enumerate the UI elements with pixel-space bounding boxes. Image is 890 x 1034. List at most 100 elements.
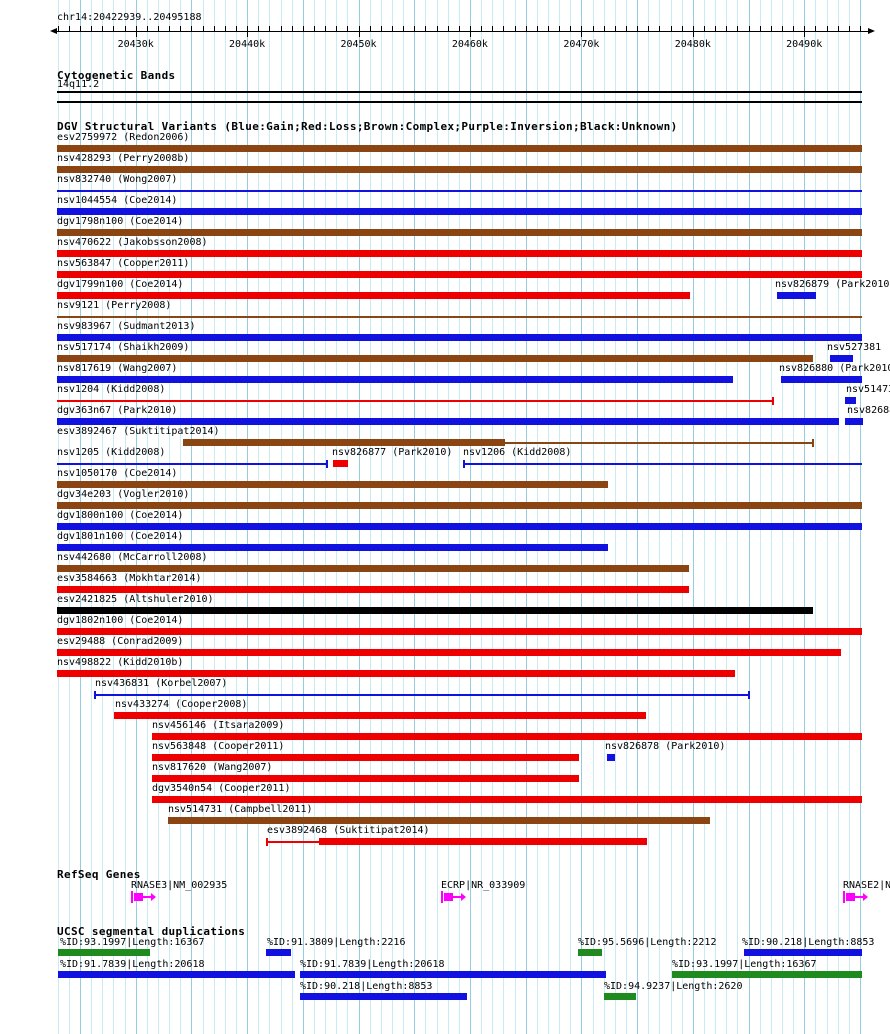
variant-bar[interactable] <box>152 733 862 740</box>
variant-bar[interactable] <box>57 607 813 614</box>
variant-span-line[interactable] <box>57 190 862 192</box>
variant-bar[interactable] <box>57 502 862 509</box>
gene-glyph-start-bar[interactable] <box>843 891 845 903</box>
variant-span-line[interactable] <box>267 841 319 843</box>
variant-bar[interactable] <box>57 208 862 215</box>
variant-label[interactable]: nsv826880 (Park2010 <box>779 363 890 374</box>
variant-span-line[interactable] <box>57 400 773 402</box>
variant-label[interactable]: nsv436831 (Korbel2007) <box>95 678 228 689</box>
gene-glyph-start-bar[interactable] <box>131 891 133 903</box>
segdup-label[interactable]: %ID:91.7839|Length:20618 <box>300 959 445 970</box>
variant-span-line[interactable] <box>464 463 862 465</box>
gene-glyph-exon-box[interactable] <box>134 893 143 901</box>
segdup-label[interactable]: %ID:90.218|Length:8853 <box>742 937 875 948</box>
segdup-label[interactable]: %ID:91.3809|Length:2216 <box>267 937 406 948</box>
variant-bar[interactable] <box>57 670 735 677</box>
segdup-bar[interactable] <box>300 971 606 978</box>
variant-bar[interactable] <box>57 649 841 656</box>
variant-label[interactable]: nsv563847 (Cooper2011) <box>57 258 190 269</box>
variant-bar[interactable] <box>114 712 646 719</box>
variant-label[interactable]: esv2759972 (Redon2006) <box>57 132 190 143</box>
variant-bar[interactable] <box>168 817 710 824</box>
segdup-label[interactable]: %ID:91.7839|Length:20618 <box>60 959 205 970</box>
variant-label[interactable]: nsv517174 (Shaikh2009) <box>57 342 190 353</box>
variant-label[interactable]: nsv1204 (Kidd2008) <box>57 384 166 395</box>
variant-span-line[interactable] <box>57 316 862 318</box>
variant-label[interactable]: nsv826877 (Park2010) <box>332 447 453 458</box>
variant-bar[interactable] <box>183 439 505 446</box>
segdup-label[interactable]: %ID:93.1997|Length:16367 <box>60 937 205 948</box>
variant-label[interactable]: nsv527381 <box>827 342 882 353</box>
variant-label[interactable]: dgv1800n100 (Coe2014) <box>57 510 184 521</box>
variant-label[interactable]: dgv1801n100 (Coe2014) <box>57 531 184 542</box>
gene-label[interactable]: RNASE3|NM_002935 <box>131 880 228 891</box>
variant-bar[interactable] <box>57 166 862 173</box>
variant-bar[interactable] <box>57 271 862 278</box>
variant-bar[interactable] <box>57 334 862 341</box>
variant-label[interactable]: dgv3540n54 (Cooper2011) <box>152 783 291 794</box>
variant-label[interactable]: esv29488 (Conrad2009) <box>57 636 184 647</box>
gene-glyph-start-bar[interactable] <box>441 891 443 903</box>
segdup-label[interactable]: %ID:90.218|Length:8853 <box>300 981 433 992</box>
variant-label[interactable]: nsv456146 (Itsara2009) <box>152 720 285 731</box>
variant-bar[interactable] <box>57 544 608 551</box>
gene-glyph-exon-box[interactable] <box>846 893 855 901</box>
variant-bar[interactable] <box>781 376 862 383</box>
segdup-label[interactable]: %ID:94.9237|Length:2620 <box>604 981 743 992</box>
variant-bar[interactable] <box>777 292 816 299</box>
variant-span-line[interactable] <box>505 442 813 444</box>
variant-label[interactable]: dgv1802n100 (Coe2014) <box>57 615 184 626</box>
variant-label[interactable]: dgv34e203 (Vogler2010) <box>57 489 190 500</box>
variant-bar[interactable] <box>57 145 862 152</box>
segdup-bar[interactable] <box>604 993 636 1000</box>
variant-bar[interactable] <box>57 250 862 257</box>
segdup-bar[interactable] <box>672 971 862 978</box>
variant-label[interactable]: nsv51473 <box>846 384 890 395</box>
segdup-bar[interactable] <box>266 949 291 956</box>
variant-label[interactable]: nsv817619 (Wang2007) <box>57 363 178 374</box>
variant-label[interactable]: nsv1044554 (Coe2014) <box>57 195 178 206</box>
variant-label[interactable]: nsv9121 (Perry2008) <box>57 300 172 311</box>
variant-bar[interactable] <box>830 355 853 362</box>
variant-span-line[interactable] <box>95 694 749 696</box>
variant-bar[interactable] <box>57 229 862 236</box>
variant-bar[interactable] <box>57 523 862 530</box>
variant-label[interactable]: nsv498822 (Kidd2010b) <box>57 657 184 668</box>
segdup-bar[interactable] <box>300 993 467 1000</box>
segdup-label[interactable]: %ID:93.1997|Length:16367 <box>672 959 817 970</box>
variant-label[interactable]: nsv826878 (Park2010) <box>605 741 726 752</box>
variant-bar[interactable] <box>845 397 856 404</box>
variant-label[interactable]: esv2421825 (Altshuler2010) <box>57 594 214 605</box>
variant-span-line[interactable] <box>57 463 327 465</box>
variant-label[interactable]: nsv514731 (Campbell2011) <box>168 804 313 815</box>
variant-label[interactable]: nsv433274 (Cooper2008) <box>115 699 248 710</box>
variant-bar[interactable] <box>57 565 689 572</box>
variant-label[interactable]: nsv470622 (Jakobsson2008) <box>57 237 208 248</box>
variant-bar[interactable] <box>152 754 579 761</box>
segdup-bar[interactable] <box>58 949 150 956</box>
variant-label[interactable]: nsv1050170 (Coe2014) <box>57 468 178 479</box>
variant-bar[interactable] <box>57 292 690 299</box>
gene-label[interactable]: ECRP|NR_033909 <box>441 880 526 891</box>
variant-label[interactable]: esv3892467 (Suktitipat2014) <box>57 426 220 437</box>
variant-bar[interactable] <box>57 586 689 593</box>
variant-bar[interactable] <box>845 418 863 425</box>
variant-label[interactable]: nsv82688 <box>847 405 890 416</box>
variant-label[interactable]: dgv1799n100 (Coe2014) <box>57 279 184 290</box>
variant-bar[interactable] <box>57 481 608 488</box>
variant-bar[interactable] <box>333 460 348 467</box>
variant-label[interactable]: nsv983967 (Sudmant2013) <box>57 321 196 332</box>
variant-label[interactable]: esv3584663 (Mokhtar2014) <box>57 573 202 584</box>
variant-label[interactable]: nsv442680 (McCarroll2008) <box>57 552 208 563</box>
gene-glyph-exon-box[interactable] <box>444 893 453 901</box>
variant-bar[interactable] <box>57 355 813 362</box>
variant-bar[interactable] <box>152 796 862 803</box>
segdup-label[interactable]: %ID:95.5696|Length:2212 <box>578 937 717 948</box>
variant-label[interactable]: dgv363n67 (Park2010) <box>57 405 178 416</box>
cytoband-glyph[interactable] <box>57 91 862 103</box>
variant-bar[interactable] <box>57 376 733 383</box>
variant-bar[interactable] <box>57 418 839 425</box>
segdup-bar[interactable] <box>744 949 862 956</box>
variant-label[interactable]: nsv1206 (Kidd2008) <box>463 447 572 458</box>
gene-label[interactable]: RNASE2|NR <box>843 880 890 891</box>
